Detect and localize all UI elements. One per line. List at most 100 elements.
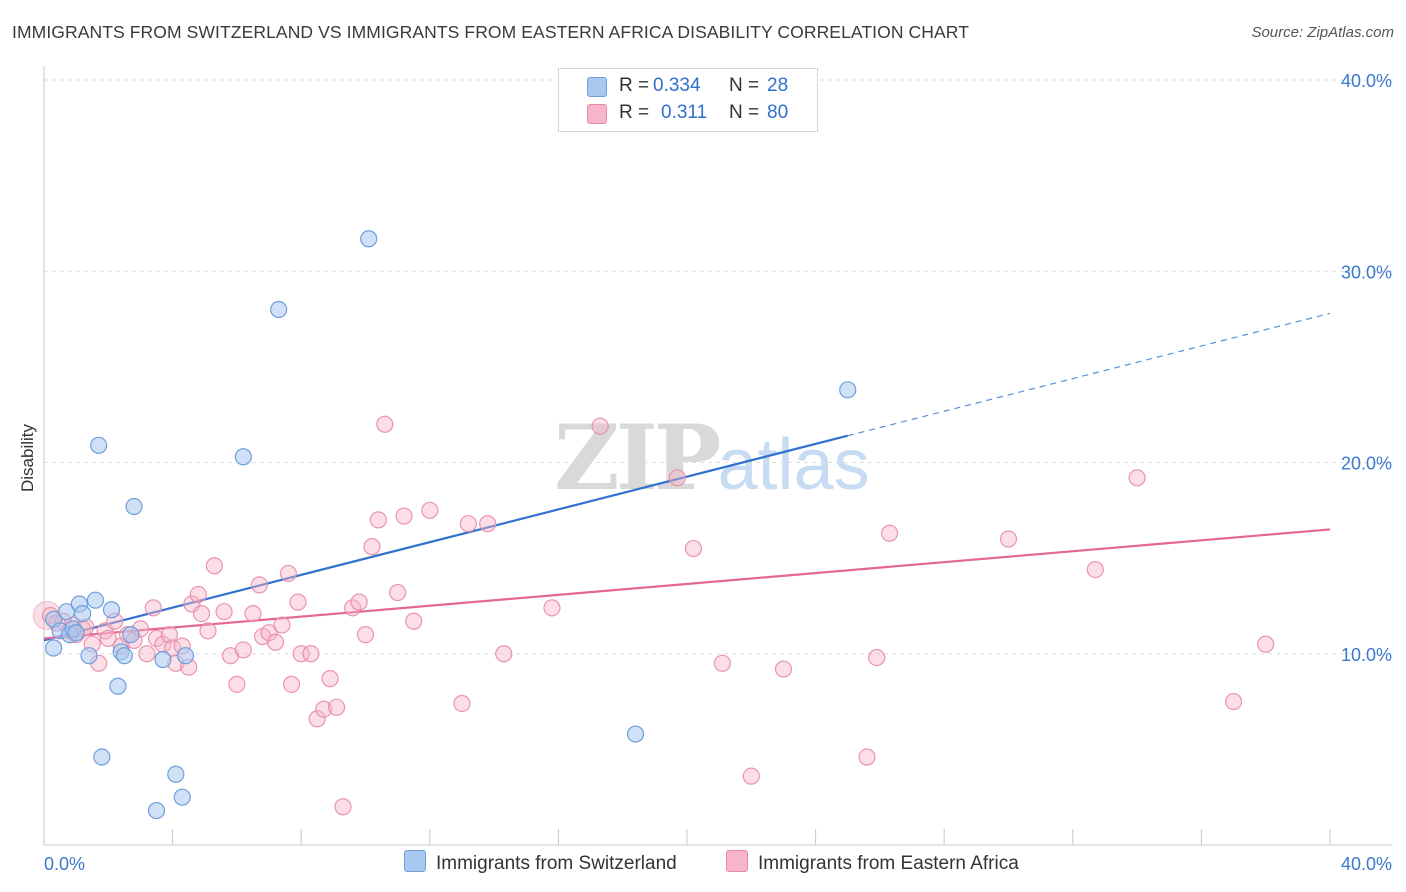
data-point-eastern-africa <box>999 530 1018 548</box>
data-point-eastern-africa <box>244 604 262 623</box>
legend-swatch-pink <box>587 104 607 124</box>
legend-n-value: 80 <box>767 102 789 123</box>
data-point-eastern-africa <box>292 645 310 663</box>
legend-n-label: N = <box>729 75 760 96</box>
data-point-eastern-africa <box>495 645 513 663</box>
data-point-switzerland <box>109 677 127 695</box>
data-point-switzerland <box>839 381 857 399</box>
data-point-switzerland <box>360 230 378 248</box>
data-point-eastern-africa <box>228 675 246 693</box>
data-point-eastern-africa <box>453 694 471 713</box>
data-point-eastern-africa <box>344 599 362 617</box>
axes <box>43 66 1392 846</box>
data-point-eastern-africa <box>315 700 333 718</box>
data-point-switzerland <box>122 626 140 644</box>
data-point-eastern-africa <box>774 660 793 678</box>
data-point-switzerland <box>73 604 92 623</box>
data-point-eastern-africa <box>138 645 156 663</box>
data-point-switzerland <box>67 624 85 642</box>
legend-swatch-blue <box>404 850 426 872</box>
legend-r-value: 0.311 <box>661 102 708 123</box>
data-point-switzerland <box>270 300 288 319</box>
data-point-eastern-africa <box>234 641 252 659</box>
data-point-eastern-africa <box>543 599 561 617</box>
data-point-eastern-africa <box>356 626 375 644</box>
data-point-eastern-africa <box>99 629 117 648</box>
data-point-switzerland <box>173 788 191 806</box>
legend-label: Immigrants from Eastern Africa <box>758 853 1019 874</box>
data-point-eastern-africa <box>421 501 439 519</box>
y-tick-label: 40.0% <box>1341 71 1392 91</box>
data-point-switzerland <box>167 765 185 783</box>
legend-item-eastern-africa: Immigrants from Eastern Africa <box>726 850 1019 875</box>
legend-r-label: R = <box>619 102 650 123</box>
data-point-switzerland <box>102 601 121 619</box>
legend-item-switzerland: Immigrants from Switzerland <box>404 850 677 875</box>
data-point-eastern-africa <box>321 670 339 688</box>
legend-n-value: 28 <box>767 75 789 96</box>
legend-r-label: R = <box>619 75 650 96</box>
x-tick-label-right: 40.0% <box>1341 854 1392 874</box>
data-point-eastern-africa <box>282 675 301 693</box>
data-point-eastern-africa <box>260 624 278 642</box>
data-point-eastern-africa <box>880 524 899 542</box>
data-point-switzerland <box>125 497 143 516</box>
data-point-eastern-africa <box>713 654 731 672</box>
chart-title: IMMIGRANTS FROM SWITZERLAND VS IMMIGRANT… <box>12 22 970 42</box>
data-point-eastern-africa <box>363 538 381 556</box>
data-point-eastern-africa <box>376 415 394 433</box>
data-points <box>32 230 1275 820</box>
data-point-eastern-africa <box>189 585 207 604</box>
data-point-eastern-africa <box>459 515 477 533</box>
data-point-eastern-africa <box>1086 560 1104 579</box>
grid-lines <box>44 79 1392 655</box>
data-point-switzerland <box>45 639 63 657</box>
y-tick-label: 20.0% <box>1341 454 1392 474</box>
data-point-switzerland <box>93 748 111 766</box>
x-tick-label-left: 0.0% <box>44 854 85 874</box>
data-point-eastern-africa <box>279 564 297 583</box>
data-point-switzerland <box>147 801 166 820</box>
data-point-eastern-africa <box>192 604 211 623</box>
data-point-eastern-africa <box>199 622 217 640</box>
legend-swatch-blue <box>587 77 607 97</box>
y-tick-label: 10.0% <box>1341 645 1392 665</box>
data-point-eastern-africa <box>1224 692 1243 711</box>
y-axis-label: Disability <box>18 423 37 493</box>
data-point-eastern-africa <box>334 798 352 816</box>
data-point-switzerland <box>626 725 645 743</box>
data-point-eastern-africa <box>250 576 269 594</box>
legend-n-label: N = <box>729 102 760 123</box>
data-point-switzerland <box>90 436 108 454</box>
data-point-eastern-africa <box>266 633 285 651</box>
trend-line-switzerland <box>43 434 849 642</box>
correlation-legend: R = 0.334 N = 28 R = 0.311 N = 80 <box>558 68 818 132</box>
data-point-eastern-africa <box>684 539 703 558</box>
data-point-switzerland <box>154 650 172 669</box>
data-point-eastern-africa <box>395 507 413 525</box>
data-point-switzerland <box>234 448 252 466</box>
legend-label: Immigrants from Switzerland <box>436 853 677 874</box>
data-point-eastern-africa <box>668 469 686 487</box>
data-point-switzerland <box>176 647 195 665</box>
data-point-eastern-africa <box>405 612 423 630</box>
data-point-eastern-africa <box>858 748 876 766</box>
data-point-eastern-africa <box>479 515 497 533</box>
data-point-switzerland <box>86 591 105 609</box>
legend-swatch-pink <box>726 850 748 872</box>
data-point-eastern-africa <box>308 710 326 728</box>
source-credit: Source: ZipAtlas.com <box>1251 24 1394 41</box>
data-point-eastern-africa <box>160 626 178 644</box>
data-point-eastern-africa <box>302 645 320 663</box>
data-point-eastern-africa <box>215 603 233 621</box>
data-point-eastern-africa <box>742 767 760 785</box>
data-point-eastern-africa <box>591 417 609 435</box>
data-point-eastern-africa <box>868 648 886 667</box>
data-point-eastern-africa <box>147 629 166 648</box>
trend-line-switzerland-extension <box>847 312 1331 437</box>
data-point-switzerland <box>80 647 98 665</box>
data-point-eastern-africa <box>205 557 223 575</box>
data-point-eastern-africa <box>273 616 291 634</box>
data-point-eastern-africa <box>1128 469 1146 487</box>
